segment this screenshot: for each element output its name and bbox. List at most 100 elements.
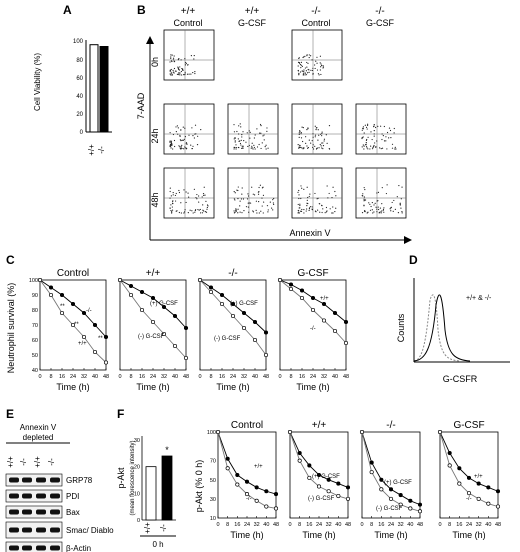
flow-plot-event (312, 73, 314, 75)
flow-plot-event (322, 208, 324, 210)
data-point (408, 498, 413, 503)
flow-plot-event (237, 186, 239, 188)
flow-plot-event (203, 186, 205, 188)
panel-a-tick: 40 (76, 94, 83, 100)
flow-plot-event (183, 148, 185, 150)
panel-f-bar (145, 466, 157, 521)
flow-plot-frame (355, 167, 407, 219)
data-point (273, 492, 279, 497)
flow-plot-event (315, 129, 317, 131)
data-point (235, 472, 240, 478)
x-tick-label: 48 (417, 522, 423, 528)
x-tick-label: 32 (81, 374, 87, 380)
flow-plot-event (306, 202, 308, 204)
flow-plot-event (300, 61, 303, 64)
flow-plot-event (170, 142, 172, 144)
x-tick-label: 8 (289, 374, 292, 380)
blot-band (22, 545, 32, 551)
flow-plot-event (234, 147, 236, 149)
flow-plot-event (191, 127, 193, 129)
flow-plot-event (301, 65, 303, 67)
flow-plot-event (257, 193, 260, 195)
flow-plot-event (193, 188, 195, 190)
flow-plot-event (171, 74, 173, 76)
flow-plot-event (202, 209, 204, 211)
flow-plot-event (196, 198, 198, 200)
x-tick-label: 16 (139, 374, 145, 380)
flow-plot-event (312, 148, 315, 150)
flow-plot-event (180, 70, 182, 73)
flow-plot-event (386, 131, 389, 134)
flow-plot-event (173, 67, 176, 70)
flow-plot-event (320, 66, 322, 68)
flow-plot-event (372, 212, 374, 214)
flow-plot-event (364, 188, 366, 191)
data-point (297, 458, 302, 463)
data-point (447, 450, 452, 456)
flow-plot-event (331, 196, 333, 199)
flow-plot-event (189, 209, 191, 211)
flow-plot-event (301, 208, 303, 211)
flow-plot-event (251, 142, 253, 144)
data-point (252, 337, 258, 343)
flow-plot-event (304, 55, 306, 57)
data-point (447, 463, 452, 468)
flow-plot-event (302, 73, 304, 75)
flow-plot-event (169, 190, 171, 193)
flow-plot-event (261, 205, 263, 207)
data-point (343, 319, 349, 325)
flow-plot-event (308, 208, 310, 210)
data-point (48, 285, 54, 290)
x-axis-label: Time (h) (452, 530, 485, 540)
x-axis-label: Time (h) (374, 530, 407, 540)
flow-plot-event (366, 212, 368, 214)
flow-plot-event (240, 126, 242, 128)
flow-plot-event (321, 205, 323, 207)
data-point (336, 493, 341, 499)
panel-d-xlabel: G-CSFR (443, 374, 478, 384)
flow-plot-event (367, 123, 369, 125)
data-point (417, 509, 423, 514)
flow-plot-event (169, 61, 171, 63)
flow-plot-event (256, 146, 259, 148)
panel-a-tick: 20 (76, 112, 83, 118)
flow-plot-event (299, 131, 301, 133)
flow-plot-event (388, 137, 390, 139)
flow-plot-event (179, 146, 181, 148)
flow-plot-event (195, 196, 197, 199)
flow-plot-event (171, 72, 173, 74)
flow-plot-event (234, 192, 236, 194)
x-axis-label: Time (h) (56, 382, 89, 392)
panel-label-b: B (137, 3, 146, 17)
panel-a-bar-ko (99, 46, 109, 133)
flow-plot-event (206, 208, 208, 210)
data-point (299, 288, 305, 293)
x-tick-label: 32 (254, 522, 260, 528)
flow-plot-event (194, 71, 196, 73)
flow-plot-event (364, 199, 367, 201)
x-tick-label: 32 (321, 374, 327, 380)
flow-plot-event (391, 201, 393, 204)
flow-plot-event (263, 134, 265, 136)
data-point (244, 492, 250, 497)
x-tick-label: 48 (343, 374, 349, 380)
data-point (321, 318, 327, 323)
flow-plot-event (397, 212, 400, 214)
flow-plot-event (184, 146, 186, 148)
data-point (379, 477, 384, 482)
flow-plot-event (305, 70, 307, 72)
flow-plot-event (192, 135, 194, 137)
flow-plot-event (307, 196, 309, 199)
panel-b-row-label: 0h (150, 57, 160, 67)
flow-plot-event (193, 137, 195, 139)
flow-plot-event (169, 132, 171, 134)
flow-plot-event (318, 147, 320, 149)
flow-plot-event (234, 141, 236, 143)
panel-a-tick: 60 (76, 76, 83, 82)
flow-plot-event (194, 124, 197, 126)
flow-plot-event (198, 209, 200, 211)
data-point (307, 475, 312, 480)
flow-plot-event (238, 146, 240, 149)
flow-plot-event (239, 142, 242, 145)
flow-plot-event (302, 56, 304, 59)
